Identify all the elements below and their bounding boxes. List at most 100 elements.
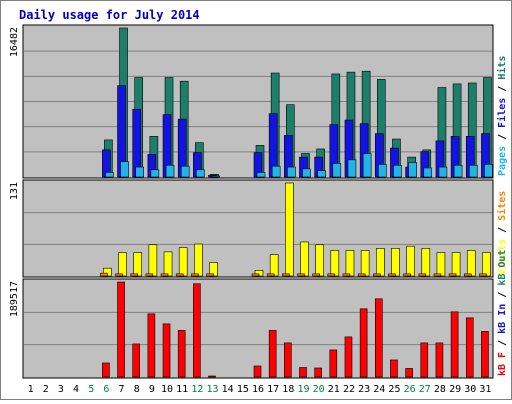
legend-entry: Hits (496, 56, 508, 80)
x-tick-label: 25 (388, 384, 400, 395)
bar (481, 331, 489, 378)
legend-entry: kB F (497, 352, 508, 376)
legend-entry: kB In (497, 304, 508, 334)
bar (206, 273, 214, 277)
bar (393, 164, 402, 178)
x-tick-label: 3 (58, 384, 64, 395)
bar (211, 175, 220, 178)
x-axis-ticks: 1 2 3 4 5 6 7 8 9 10 11 12 13 14 15 16 17 18 19 20 21 22 23 24 2… (28, 384, 492, 395)
bar (115, 273, 123, 277)
x-tick-label: 9 (149, 384, 155, 395)
bar (388, 273, 396, 277)
bar (345, 250, 355, 277)
bar (145, 273, 154, 277)
bar (284, 342, 292, 378)
bar (135, 166, 145, 178)
x-tick-label: 19 (297, 384, 309, 395)
bar (468, 164, 478, 178)
bar (433, 273, 442, 277)
x-tick-label: 6 (103, 384, 109, 395)
x-tick-label: 7 (119, 384, 125, 395)
x-tick-label: 27 (419, 384, 431, 395)
panel-kbf-kbin-kbout: 189517 kB F / kB In / kB Out (9, 250, 508, 379)
legend-separator: / (497, 128, 508, 146)
bar (482, 252, 491, 277)
bar (408, 162, 417, 178)
bars-visits-sites (100, 182, 491, 277)
x-tick-label: 11 (176, 384, 188, 395)
bar (463, 273, 472, 277)
bar (360, 250, 370, 277)
bar (297, 273, 305, 277)
legend-entry: Visits (496, 239, 508, 275)
bar (118, 252, 127, 277)
bar (438, 166, 448, 178)
bar (105, 172, 114, 178)
bar (177, 330, 186, 378)
bar (314, 367, 322, 378)
bar (344, 336, 353, 378)
chart-title: Daily usage for July 2014 (19, 8, 200, 22)
bar (359, 308, 368, 378)
bar (347, 159, 357, 178)
bar (165, 164, 175, 178)
bar (268, 330, 277, 378)
bar (484, 164, 493, 178)
bar (342, 273, 351, 277)
bar (163, 251, 173, 277)
bar (327, 273, 336, 277)
bars-kbf-kbin-kbout (102, 281, 489, 378)
bar (208, 375, 216, 378)
legend-separator: / (497, 80, 508, 98)
bar (147, 313, 156, 378)
legend-entry: Pages (497, 146, 508, 176)
bar (300, 241, 309, 277)
legend-separator: / (497, 221, 508, 239)
x-tick-label: 12 (191, 384, 203, 395)
legend-separator: / (497, 286, 508, 304)
bar (282, 273, 290, 277)
bar (196, 169, 205, 178)
bar (372, 273, 381, 277)
x-tick-label: 29 (449, 384, 461, 395)
bar (271, 165, 281, 178)
x-tick-label: 4 (73, 384, 79, 395)
bar (180, 165, 190, 178)
panel-pages-files-hits: 16482 Pages / Files / Hits (9, 24, 508, 179)
x-tick-label: 5 (88, 384, 94, 395)
bar (448, 273, 457, 277)
x-tick-label: 13 (206, 384, 218, 395)
bar (132, 343, 141, 378)
x-tick-label: 15 (237, 384, 249, 395)
x-tick-label: 20 (313, 384, 325, 395)
bar (450, 311, 459, 378)
ymax-label: 131 (9, 182, 20, 200)
x-tick-label: 16 (252, 384, 264, 395)
x-tick-label: 2 (43, 384, 49, 395)
bar (406, 245, 415, 277)
bar (191, 273, 199, 277)
bar (120, 161, 129, 178)
x-tick-label: 22 (343, 384, 355, 395)
series-legend: Pages / Files / Hits (496, 56, 508, 176)
bar (130, 273, 139, 277)
bar (332, 163, 342, 178)
x-tick-label: 28 (434, 384, 446, 395)
bar (150, 169, 160, 178)
bar (451, 252, 461, 277)
bar (256, 172, 266, 178)
panel-visits-sites: 131 Visits / Sites (9, 179, 508, 278)
bar (312, 273, 320, 277)
legend-entry: kB Out (497, 250, 508, 286)
bar (299, 367, 307, 378)
bar (160, 273, 169, 277)
panel-background (22, 278, 494, 379)
x-tick-label: 24 (373, 384, 385, 395)
bar (100, 272, 108, 277)
x-tick-label: 1 (28, 384, 34, 395)
bar (148, 244, 158, 277)
bar (436, 252, 446, 277)
bar (315, 244, 324, 277)
